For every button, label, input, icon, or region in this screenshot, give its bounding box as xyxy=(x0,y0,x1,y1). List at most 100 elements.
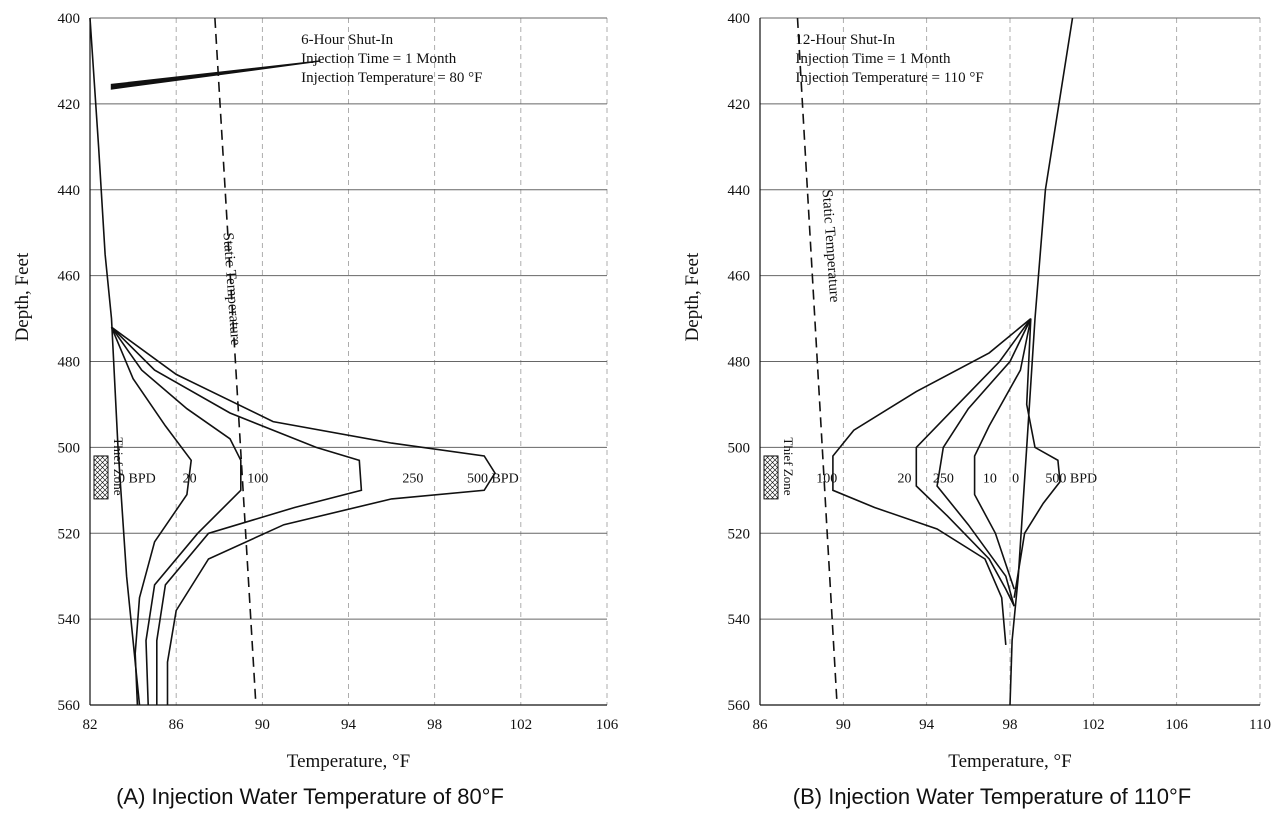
series-line-5 xyxy=(111,326,496,705)
series-label-1: 0 xyxy=(1012,471,1019,486)
annotation-text: 12-Hour Shut-In xyxy=(795,32,895,48)
thief-zone-hatch xyxy=(94,458,108,474)
x-tick-label: 98 xyxy=(427,717,442,733)
y-tick-label: 520 xyxy=(58,526,81,542)
y-tick-label: 420 xyxy=(58,97,81,113)
series-label-2: 20 xyxy=(183,471,197,486)
thief-zone-hatch xyxy=(94,476,108,492)
y-axis-label: Depth, Feet xyxy=(12,252,33,341)
thief-zone-hatch xyxy=(764,461,778,477)
x-tick-label: 90 xyxy=(255,717,270,733)
y-tick-label: 400 xyxy=(58,11,81,27)
thief-zone-hatch xyxy=(764,466,778,482)
x-tick-label: 90 xyxy=(836,717,851,733)
thief-zone-hatch xyxy=(764,493,770,499)
thief-zone-box xyxy=(93,455,109,500)
series-label-3: 10 xyxy=(983,471,997,486)
y-tick-label: 520 xyxy=(728,526,751,542)
x-tick-label: 94 xyxy=(919,717,935,733)
annotation-text: Injection Time = 1 Month xyxy=(795,51,951,67)
y-tick-label: 560 xyxy=(58,698,81,714)
annotation-text: Injection Temperature = 110 °F xyxy=(795,70,983,86)
y-axis-label: Depth, Feet xyxy=(682,252,703,341)
x-tick-label: 102 xyxy=(1082,717,1105,733)
chart-b-caption: (B) Injection Water Temperature of 110°F xyxy=(792,784,1192,809)
chart-a: 82 86 90 94 98 102 106 400 420 440 460 480 500 520 540… xyxy=(12,11,619,772)
thief-zone-hatch xyxy=(94,478,108,494)
thief-zone-hatch xyxy=(94,466,108,482)
y-tick-label: 480 xyxy=(728,355,751,371)
series-line-2 xyxy=(1013,318,1061,598)
thief-zone-hatch xyxy=(94,481,108,497)
thief-zone-hatch xyxy=(94,455,95,457)
annotation-text: 6-Hour Shut-In xyxy=(301,32,394,48)
x-tick-label: 86 xyxy=(169,717,185,733)
thief-zone-hatch xyxy=(94,455,100,462)
y-tick-label: 440 xyxy=(728,183,751,199)
series-line-3 xyxy=(973,318,1032,590)
series-label-3: 100 xyxy=(247,471,268,486)
thief-zone-hatch xyxy=(764,458,778,474)
series-label-4: 250 xyxy=(933,471,954,486)
thief-zone-hatch xyxy=(765,455,778,469)
annotation-text: Injection Temperature = 80 °F xyxy=(301,70,482,86)
thief-zone-hatch xyxy=(764,478,778,494)
series-line-3 xyxy=(110,326,242,706)
thief-zone-hatch xyxy=(94,456,108,472)
thief-zone-hatch xyxy=(94,488,105,499)
thief-zone-hatch xyxy=(95,486,108,499)
series-line-0 xyxy=(796,17,838,706)
thief-zone-hatch xyxy=(94,493,100,499)
series-line-6 xyxy=(832,317,1032,645)
y-tick-label: 500 xyxy=(728,440,751,456)
y-tick-label: 460 xyxy=(728,269,751,285)
thief-zone-hatch xyxy=(764,455,775,467)
thief-zone-hatch xyxy=(94,461,108,477)
series-line-2 xyxy=(110,326,193,706)
series-line-1 xyxy=(89,17,141,706)
x-axis-label: Temperature, °F xyxy=(948,751,1071,772)
y-tick-label: 400 xyxy=(728,11,751,27)
x-tick-label: 110 xyxy=(1249,717,1271,733)
x-axis-label: Temperature, °F xyxy=(287,751,410,772)
annotation-pointer xyxy=(110,60,321,90)
thief-zone-hatch xyxy=(764,456,778,472)
thief-zone-hatch xyxy=(764,488,775,499)
thief-zone-hatch xyxy=(94,483,108,499)
thief-zone-hatch xyxy=(764,455,770,462)
thief-zone-hatch xyxy=(764,498,765,499)
thief-zone-hatch xyxy=(764,481,778,497)
series-line-4 xyxy=(936,318,1032,607)
x-tick-label: 86 xyxy=(753,717,769,733)
series-label-5: 500 BPD xyxy=(467,471,519,486)
thief-zone-hatch xyxy=(94,471,108,487)
y-tick-label: 420 xyxy=(728,97,751,113)
thief-zone-hatch xyxy=(765,486,778,499)
chart-b: 86 90 94 98 102 106 110 400 420 440 460 480 500 520 54… xyxy=(682,11,1271,772)
y-tick-label: 500 xyxy=(58,440,81,456)
y-tick-label: 540 xyxy=(58,612,81,628)
x-tick-label: 106 xyxy=(596,717,619,733)
y-tick-label: 540 xyxy=(728,612,751,628)
series-label-6: 100 xyxy=(816,471,837,486)
thief-zone-hatch xyxy=(764,455,765,457)
y-tick-label: 560 xyxy=(728,698,751,714)
series-label-0: Static Temperature xyxy=(819,189,843,303)
thief-zone-hatch xyxy=(95,455,108,469)
y-tick-label: 480 xyxy=(58,355,81,371)
x-tick-label: 82 xyxy=(83,717,98,733)
x-tick-label: 94 xyxy=(341,717,357,733)
thief-zone-hatch xyxy=(94,455,105,467)
x-tick-label: 106 xyxy=(1165,717,1188,733)
series-label-1: 0 BPD xyxy=(118,471,156,486)
thief-zone-hatch xyxy=(94,498,95,499)
x-tick-label: 102 xyxy=(510,717,533,733)
x-tick-label: 98 xyxy=(1003,717,1018,733)
series-line-4 xyxy=(110,326,363,705)
series-label-0: Static Temperature xyxy=(220,232,244,346)
thief-zone-box xyxy=(763,455,779,500)
series-label-5: 20 xyxy=(898,471,912,486)
series-line-5 xyxy=(915,318,1032,607)
series-label-4: 250 xyxy=(402,471,423,486)
